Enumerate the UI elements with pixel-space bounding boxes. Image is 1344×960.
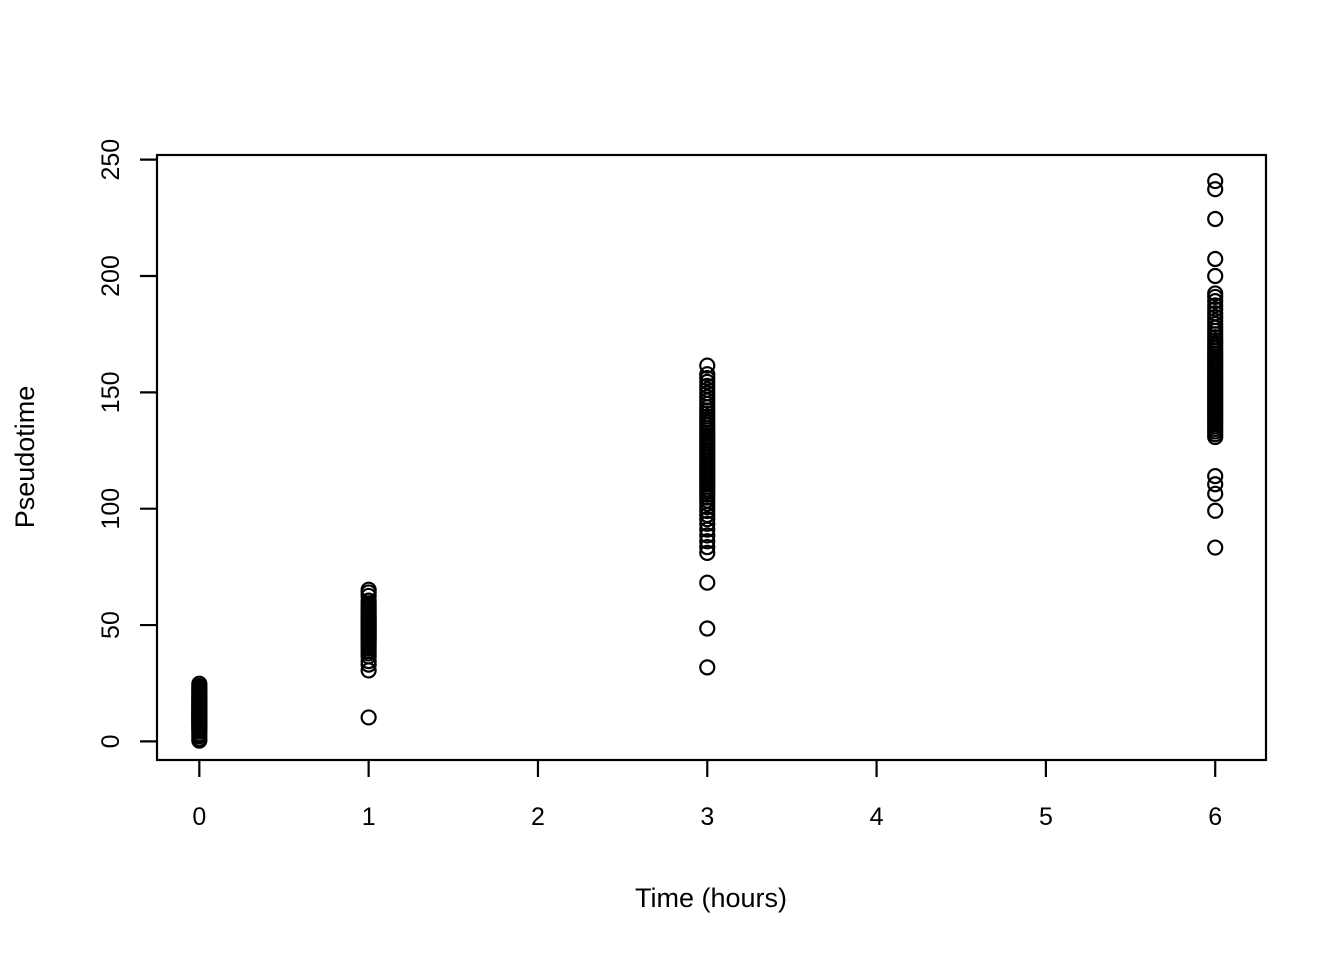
data-point	[1207, 502, 1224, 519]
data-point	[360, 653, 377, 670]
y-tick-label: 0	[97, 734, 125, 748]
plot-frame	[155, 153, 1268, 762]
data-point	[1207, 172, 1224, 190]
axis-tick-labels: 0 1 2 3 4 5 6 0 50 100 150 200 250	[97, 139, 1222, 831]
data-point	[699, 538, 716, 556]
data-point	[1207, 250, 1224, 268]
x-tick-label: 5	[1039, 803, 1053, 831]
x-axis-title: Time (hours)	[635, 883, 787, 913]
data-point	[1207, 285, 1224, 302]
data-point	[699, 515, 716, 532]
data-point	[1207, 267, 1224, 285]
y-axis-title: Pseudotime	[10, 386, 40, 529]
data-point	[1207, 468, 1224, 485]
data-point	[699, 659, 716, 676]
data-point	[699, 620, 716, 637]
data-point	[1207, 476, 1224, 493]
data-point	[699, 357, 716, 374]
y-tick-label: 100	[97, 488, 125, 530]
x-tick-label: 1	[362, 803, 376, 831]
data-point	[1207, 297, 1224, 314]
data-point	[699, 574, 716, 591]
data-point	[1207, 181, 1224, 198]
y-tick-label: 250	[97, 139, 125, 181]
data-point	[360, 592, 377, 609]
data-point	[699, 366, 716, 383]
y-tick-label: 50	[97, 611, 125, 639]
data-point	[699, 527, 716, 544]
x-tick-label: 3	[700, 803, 714, 831]
data-point	[699, 533, 716, 550]
data-point	[699, 544, 716, 562]
data-points	[191, 172, 1224, 749]
data-point	[360, 581, 377, 598]
data-point	[699, 511, 716, 528]
data-point	[191, 675, 208, 692]
x-tick-label: 0	[192, 803, 206, 831]
x-tick-label: 4	[870, 803, 884, 831]
y-tick-label: 200	[97, 255, 125, 297]
data-point	[1207, 485, 1224, 502]
data-point	[1207, 293, 1224, 310]
x-tick-label: 6	[1208, 803, 1222, 831]
data-point	[1207, 210, 1224, 228]
axis-ticks	[140, 158, 1217, 777]
data-point	[360, 709, 377, 726]
x-tick-label: 2	[531, 803, 545, 831]
y-tick-label: 150	[97, 371, 125, 413]
data-point	[1207, 539, 1224, 556]
